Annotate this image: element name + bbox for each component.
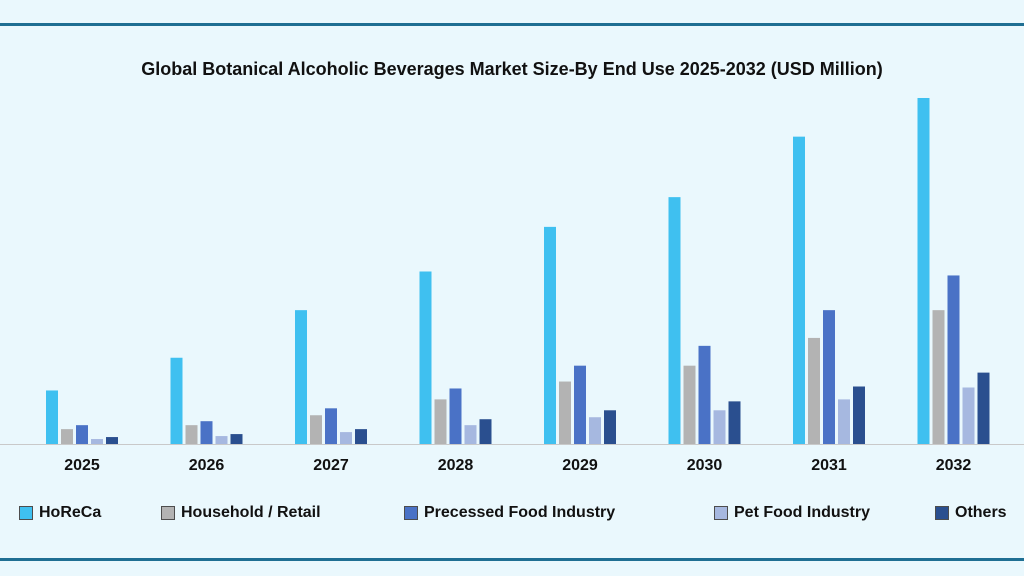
x-tick-label-2026: 2026 — [189, 457, 225, 474]
bar-precessed-food-industry-2026 — [200, 421, 213, 444]
x-tick-label-2030: 2030 — [687, 457, 723, 474]
legend-label-processed-food: Precessed Food Industry — [424, 504, 616, 521]
bar-precessed-food-industry-2027 — [325, 408, 337, 444]
legend-swatch-others — [935, 506, 949, 520]
bar-horeca-2029 — [544, 226, 556, 444]
bar-horeca-2030 — [668, 197, 681, 444]
bar-others-2028 — [479, 419, 492, 444]
bar-pet-food-industry-2026 — [215, 436, 228, 444]
x-tick-label-2028: 2028 — [438, 457, 474, 474]
x-tick-label-2029: 2029 — [562, 457, 598, 474]
bar-pet-food-industry-2030 — [713, 410, 726, 444]
bar-pet-food-industry-2029 — [589, 417, 601, 444]
bar-household-retail-2029 — [559, 381, 571, 444]
bar-others-2026 — [230, 434, 243, 444]
bar-horeca-2025 — [46, 390, 58, 444]
bottom-border-line — [0, 558, 1024, 561]
bar-household-retail-2028 — [434, 399, 447, 444]
bar-horeca-2032 — [917, 97, 930, 445]
x-tick-label-2025: 2025 — [64, 457, 100, 474]
legend-swatch-horeca — [19, 506, 33, 520]
bar-others-2030 — [728, 401, 741, 444]
bar-household-retail-2030 — [683, 365, 696, 444]
bar-pet-food-industry-2032 — [962, 387, 975, 444]
legend-swatch-pet-food — [714, 506, 728, 520]
bar-others-2025 — [106, 437, 118, 444]
bar-precessed-food-industry-2025 — [76, 425, 88, 444]
bar-household-retail-2032 — [932, 310, 945, 444]
bar-horeca-2026 — [170, 357, 183, 444]
bar-horeca-2031 — [793, 136, 805, 444]
bar-household-retail-2031 — [808, 337, 820, 444]
legend-label-horeca: HoReCa — [39, 504, 102, 521]
x-tick-label-2031: 2031 — [811, 457, 847, 474]
legend-item-processed-food: Precessed Food Industry — [404, 500, 615, 526]
bar-others-2029 — [604, 410, 616, 444]
legend-label-others: Others — [955, 504, 1007, 521]
bar-chart: 2025 2026 2027 2028 2029 2030 2031 2032 — [0, 97, 1024, 474]
bar-pet-food-industry-2028 — [464, 425, 477, 444]
x-tick-label-2032: 2032 — [936, 457, 972, 474]
chart-title: Global Botanical Alcoholic Beverages Mar… — [141, 59, 883, 79]
bar-household-retail-2026 — [185, 425, 198, 444]
legend-item-others: Others — [935, 500, 1007, 526]
legend-label-household-retail: Household / Retail — [181, 504, 321, 521]
bar-household-retail-2025 — [61, 429, 73, 444]
bar-pet-food-industry-2031 — [838, 399, 850, 444]
bar-precessed-food-industry-2030 — [698, 345, 711, 444]
top-border-line — [0, 23, 1024, 26]
chart-legend: HoReCa Household / Retail Precessed Food… — [0, 500, 1024, 530]
legend-item-household-retail: Household / Retail — [161, 500, 321, 526]
bar-pet-food-industry-2027 — [340, 432, 352, 444]
bar-precessed-food-industry-2031 — [823, 310, 835, 444]
x-tick-label-2027: 2027 — [313, 457, 349, 474]
bar-others-2027 — [355, 429, 367, 444]
bar-pet-food-industry-2025 — [91, 439, 103, 444]
legend-swatch-household-retail — [161, 506, 175, 520]
bar-horeca-2027 — [295, 310, 307, 444]
legend-label-pet-food: Pet Food Industry — [734, 504, 870, 521]
bar-others-2031 — [853, 386, 865, 444]
bar-household-retail-2027 — [310, 415, 322, 444]
bar-precessed-food-industry-2029 — [574, 365, 586, 444]
legend-swatch-processed-food — [404, 506, 418, 520]
bar-precessed-food-industry-2032 — [947, 275, 960, 444]
bar-others-2032 — [977, 372, 990, 444]
bar-horeca-2028 — [419, 271, 432, 444]
bar-precessed-food-industry-2028 — [449, 388, 462, 444]
legend-item-pet-food: Pet Food Industry — [714, 500, 870, 526]
legend-item-horeca: HoReCa — [19, 500, 101, 526]
